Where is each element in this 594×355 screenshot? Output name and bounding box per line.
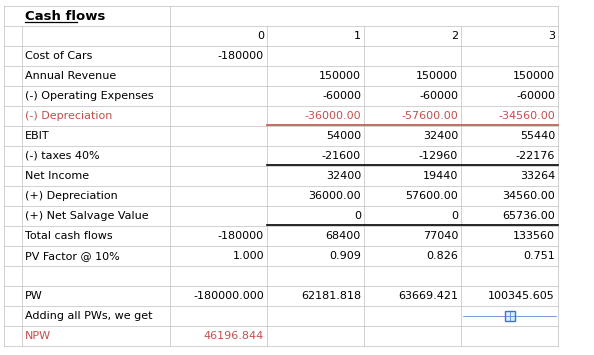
Text: 33264: 33264 xyxy=(520,171,555,181)
Text: 1.000: 1.000 xyxy=(232,251,264,261)
Text: (+) Depreciation: (+) Depreciation xyxy=(25,191,118,201)
Text: Total cash flows: Total cash flows xyxy=(25,231,113,241)
Text: (-) Depreciation: (-) Depreciation xyxy=(25,111,112,121)
Text: 0.909: 0.909 xyxy=(329,251,361,261)
Text: NPW: NPW xyxy=(25,331,51,341)
Text: -12960: -12960 xyxy=(419,151,458,161)
Text: 46196.844: 46196.844 xyxy=(204,331,264,341)
Text: 32400: 32400 xyxy=(326,171,361,181)
Text: 68400: 68400 xyxy=(326,231,361,241)
Text: PW: PW xyxy=(25,291,43,301)
Text: -180000.000: -180000.000 xyxy=(193,291,264,301)
Text: 34560.00: 34560.00 xyxy=(503,191,555,201)
Text: 55440: 55440 xyxy=(520,131,555,141)
Text: 32400: 32400 xyxy=(423,131,458,141)
Text: 2: 2 xyxy=(451,31,458,41)
Text: 0: 0 xyxy=(451,211,458,221)
Text: PV Factor @ 10%: PV Factor @ 10% xyxy=(25,251,120,261)
Text: -60000: -60000 xyxy=(516,91,555,101)
Text: -22176: -22176 xyxy=(516,151,555,161)
Text: -60000: -60000 xyxy=(322,91,361,101)
Text: -180000: -180000 xyxy=(218,231,264,241)
Text: (-) Operating Expenses: (-) Operating Expenses xyxy=(25,91,154,101)
Bar xyxy=(504,311,514,321)
Text: 77040: 77040 xyxy=(422,231,458,241)
Text: 3: 3 xyxy=(548,31,555,41)
Text: -60000: -60000 xyxy=(419,91,458,101)
Text: -57600.00: -57600.00 xyxy=(402,111,458,121)
Text: 133560: 133560 xyxy=(513,231,555,241)
Text: (+) Net Salvage Value: (+) Net Salvage Value xyxy=(25,211,148,221)
Text: Adding all PWs, we get: Adding all PWs, we get xyxy=(25,311,153,321)
Text: 63669.421: 63669.421 xyxy=(398,291,458,301)
Text: 0: 0 xyxy=(257,31,264,41)
Text: -34560.00: -34560.00 xyxy=(498,111,555,121)
Text: 19440: 19440 xyxy=(422,171,458,181)
Text: 0.826: 0.826 xyxy=(426,251,458,261)
Text: 0: 0 xyxy=(354,211,361,221)
Text: 62181.818: 62181.818 xyxy=(301,291,361,301)
Text: -21600: -21600 xyxy=(322,151,361,161)
Text: Annual Revenue: Annual Revenue xyxy=(25,71,116,81)
Text: 0.751: 0.751 xyxy=(523,251,555,261)
Text: 65736.00: 65736.00 xyxy=(503,211,555,221)
Text: Cash flows: Cash flows xyxy=(25,10,105,22)
Text: 150000: 150000 xyxy=(319,71,361,81)
Text: 100345.605: 100345.605 xyxy=(488,291,555,301)
Text: (-) taxes 40%: (-) taxes 40% xyxy=(25,151,100,161)
Text: 57600.00: 57600.00 xyxy=(405,191,458,201)
Text: 150000: 150000 xyxy=(513,71,555,81)
Text: 36000.00: 36000.00 xyxy=(308,191,361,201)
Text: EBIT: EBIT xyxy=(25,131,50,141)
Text: 1: 1 xyxy=(354,31,361,41)
Text: -36000.00: -36000.00 xyxy=(304,111,361,121)
Text: 150000: 150000 xyxy=(416,71,458,81)
Text: Cost of Cars: Cost of Cars xyxy=(25,51,93,61)
Text: 54000: 54000 xyxy=(326,131,361,141)
Text: -180000: -180000 xyxy=(218,51,264,61)
Text: Net Income: Net Income xyxy=(25,171,89,181)
